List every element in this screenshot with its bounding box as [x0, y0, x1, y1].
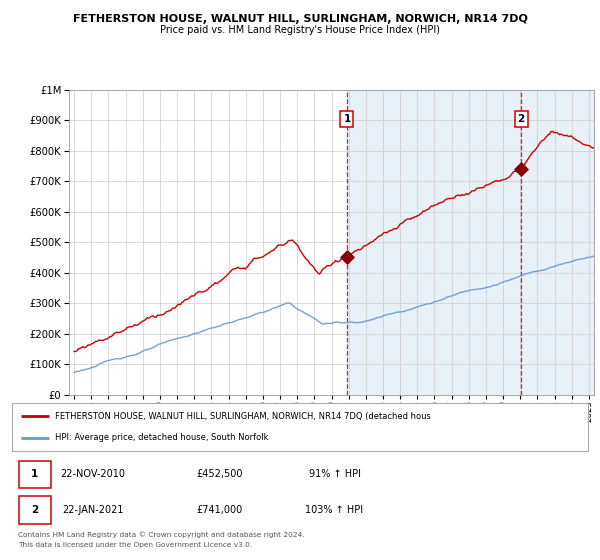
- Text: £741,000: £741,000: [196, 505, 242, 515]
- Text: 91% ↑ HPI: 91% ↑ HPI: [308, 469, 361, 479]
- Text: 1: 1: [31, 469, 38, 479]
- Text: 2: 2: [517, 114, 525, 124]
- Text: 103% ↑ HPI: 103% ↑ HPI: [305, 505, 364, 515]
- Bar: [19, 496, 50, 524]
- Text: 22-NOV-2010: 22-NOV-2010: [60, 469, 125, 479]
- Text: 22-JAN-2021: 22-JAN-2021: [62, 505, 124, 515]
- Bar: [347, 90, 600, 395]
- Text: 1: 1: [343, 114, 350, 124]
- Text: FETHERSTON HOUSE, WALNUT HILL, SURLINGHAM, NORWICH, NR14 7DQ (detached hous: FETHERSTON HOUSE, WALNUT HILL, SURLINGHA…: [55, 412, 431, 421]
- Text: FETHERSTON HOUSE, WALNUT HILL, SURLINGHAM, NORWICH, NR14 7DQ: FETHERSTON HOUSE, WALNUT HILL, SURLINGHA…: [73, 14, 527, 24]
- Text: Price paid vs. HM Land Registry's House Price Index (HPI): Price paid vs. HM Land Registry's House …: [160, 25, 440, 35]
- Point: [342, 252, 352, 261]
- Point: [516, 164, 526, 173]
- Text: Contains HM Land Registry data © Crown copyright and database right 2024.: Contains HM Land Registry data © Crown c…: [18, 531, 305, 538]
- Text: This data is licensed under the Open Government Licence v3.0.: This data is licensed under the Open Gov…: [18, 542, 252, 548]
- Text: HPI: Average price, detached house, South Norfolk: HPI: Average price, detached house, Sout…: [55, 433, 269, 442]
- Text: £452,500: £452,500: [196, 469, 242, 479]
- Text: 2: 2: [31, 505, 38, 515]
- Bar: [19, 460, 50, 488]
